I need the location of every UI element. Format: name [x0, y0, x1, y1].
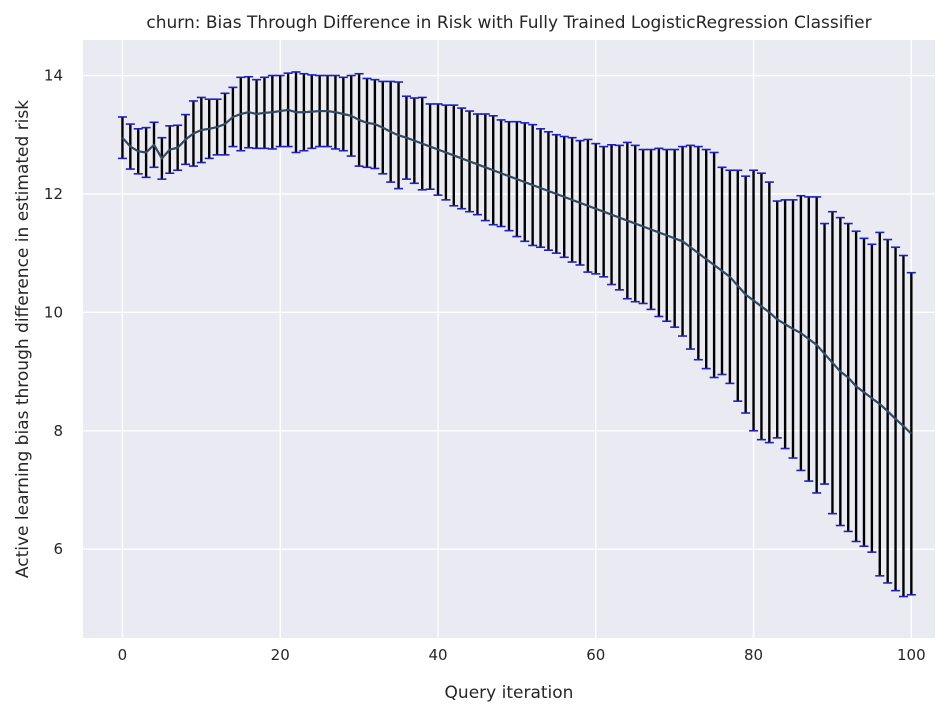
y-tick-label: 10 [44, 303, 63, 321]
x-tick-label: 60 [586, 646, 605, 664]
mean-line-group [121, 108, 913, 435]
y-tick-label: 12 [44, 185, 63, 203]
x-tick-label: 20 [271, 646, 290, 664]
x-axis-label: Query iteration [445, 683, 574, 703]
x-tick-labels: 0 20 40 60 80 100 [118, 646, 926, 664]
x-tick-label: 0 [118, 646, 128, 664]
chart-title: churn: Bias Through Difference in Risk w… [146, 13, 871, 33]
y-tick-labels: 6 8 10 12 14 [44, 67, 63, 559]
y-axis-label: Active learning bias through difference … [13, 100, 33, 578]
y-tick-label: 8 [53, 422, 63, 440]
x-tick-label: 100 [897, 646, 926, 664]
x-tick-label: 40 [428, 646, 447, 664]
y-tick-label: 14 [44, 67, 63, 85]
y-tick-label: 6 [53, 540, 63, 558]
mean-line [121, 108, 913, 435]
x-tick-label: 80 [744, 646, 763, 664]
